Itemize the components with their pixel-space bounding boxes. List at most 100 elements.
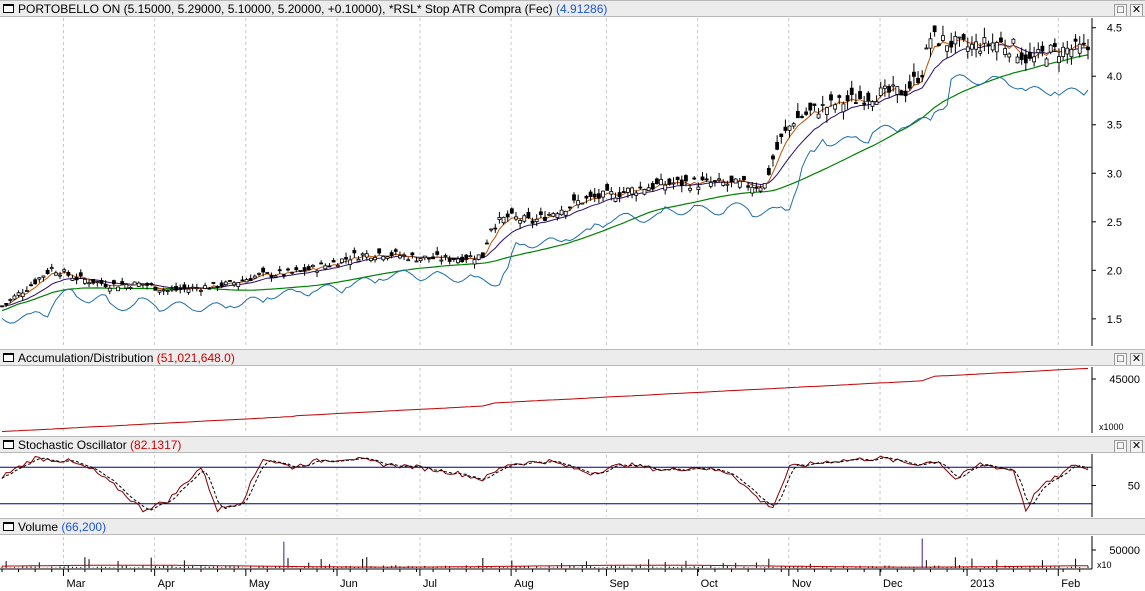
- close-icon[interactable]: ✕: [1130, 353, 1143, 365]
- candle-body: [460, 256, 464, 263]
- candle-body: [277, 269, 282, 272]
- maximize-icon[interactable]: □: [1114, 353, 1127, 365]
- candle-body: [480, 252, 485, 258]
- x-tick-label: Nov: [792, 578, 812, 590]
- candle-body: [103, 283, 108, 288]
- candle-body: [1032, 56, 1037, 63]
- candle-body: [779, 133, 784, 137]
- candle-body: [1011, 38, 1016, 44]
- price-panel-title: PORTOBELLO ON (5.15000, 5.29000, 5.10000…: [18, 2, 608, 16]
- candle-body: [692, 177, 697, 180]
- candle-body: [1065, 47, 1070, 55]
- candle-body: [339, 258, 344, 264]
- candle-body: [555, 213, 560, 218]
- candle-body: [953, 36, 958, 45]
- candle-body: [70, 277, 75, 281]
- candle-body: [820, 103, 825, 106]
- candle-body: [323, 265, 328, 270]
- y-tick-label: 4.5: [1107, 23, 1122, 35]
- mid-ma-line: [1, 44, 1089, 307]
- panel-collapse-icon[interactable]: [3, 4, 14, 13]
- candle-body: [1003, 48, 1007, 55]
- candle-body: [468, 255, 473, 258]
- x-tick-label: Aug: [514, 578, 534, 590]
- price-plot: [0, 25, 1090, 324]
- panel-collapse-icon[interactable]: [3, 522, 14, 531]
- candle-body: [414, 260, 419, 263]
- candle-body: [20, 292, 25, 298]
- candle-body: [62, 269, 67, 272]
- candle-body: [286, 268, 290, 271]
- candle-body: [319, 262, 324, 265]
- candle-body: [410, 252, 415, 256]
- candle-body: [41, 275, 46, 278]
- maximize-icon[interactable]: □: [1114, 4, 1127, 16]
- candle-body: [228, 280, 232, 282]
- maximize-icon[interactable]: □: [1114, 440, 1127, 452]
- candle-body: [203, 285, 208, 289]
- candle-body: [252, 275, 257, 279]
- candle-body: [766, 168, 771, 175]
- candle-body: [580, 202, 585, 205]
- candle-body: [708, 182, 713, 187]
- candle-body: [990, 42, 995, 51]
- close-icon[interactable]: ✕: [1130, 4, 1143, 16]
- candle-body: [667, 178, 672, 185]
- candle-body: [733, 178, 738, 184]
- candle-body: [244, 279, 249, 283]
- candle-body: [1069, 48, 1074, 58]
- x-tick-label: Oct: [701, 578, 718, 590]
- candle-body: [936, 43, 941, 47]
- x-tick-label: May: [249, 578, 270, 590]
- candle-body: [592, 193, 597, 198]
- candle-body: [369, 257, 373, 261]
- candle-body: [878, 87, 883, 96]
- candle-body: [713, 180, 717, 183]
- candle-body: [302, 267, 307, 272]
- candle-body: [725, 183, 730, 186]
- candle-body: [912, 71, 916, 77]
- candle-body: [787, 125, 792, 131]
- candle-body: [804, 111, 809, 115]
- candle-body: [497, 217, 502, 220]
- fast-ma-line: [1, 39, 1089, 307]
- candle-body: [717, 178, 721, 181]
- candle-body: [87, 282, 91, 285]
- candle-body: [1028, 51, 1032, 59]
- stop-line: [1, 74, 1089, 324]
- x-tick-label: Jun: [340, 578, 358, 590]
- candle-body: [1044, 58, 1049, 67]
- candle-body: [999, 37, 1003, 43]
- candle-body: [858, 91, 862, 99]
- candle-body: [91, 279, 96, 284]
- candle-body: [742, 176, 746, 181]
- price-panel-header: PORTOBELLO ON (5.15000, 5.29000, 5.10000…: [0, 0, 1145, 17]
- candle-body: [298, 270, 303, 272]
- close-icon[interactable]: ✕: [1130, 440, 1143, 452]
- candle-body: [45, 269, 50, 275]
- candle-body: [95, 281, 100, 284]
- slow-ma-line: [1, 54, 1089, 312]
- candle-body: [576, 200, 581, 206]
- y-tick-label: 4.0: [1107, 71, 1122, 83]
- y-tick-label: 45000: [1109, 374, 1140, 386]
- candle-body: [153, 286, 158, 291]
- candle-body: [684, 175, 688, 182]
- panel-collapse-icon[interactable]: [3, 440, 14, 449]
- candle-body: [37, 277, 42, 280]
- x-tick-label: Feb: [1061, 578, 1080, 590]
- stop-value: (4.91286): [556, 2, 608, 16]
- candle-body: [157, 290, 162, 293]
- candle-body: [750, 186, 755, 194]
- candle-body: [671, 182, 676, 185]
- ad-plot: [1, 367, 1089, 433]
- candle-body: [514, 216, 518, 220]
- x-tick-label: Sep: [609, 578, 629, 590]
- candle-body: [344, 257, 348, 260]
- candle-body: [824, 107, 829, 115]
- candle-body: [530, 220, 535, 224]
- panel-collapse-icon[interactable]: [3, 353, 14, 362]
- candle-body: [29, 284, 33, 287]
- candle-body: [178, 287, 183, 290]
